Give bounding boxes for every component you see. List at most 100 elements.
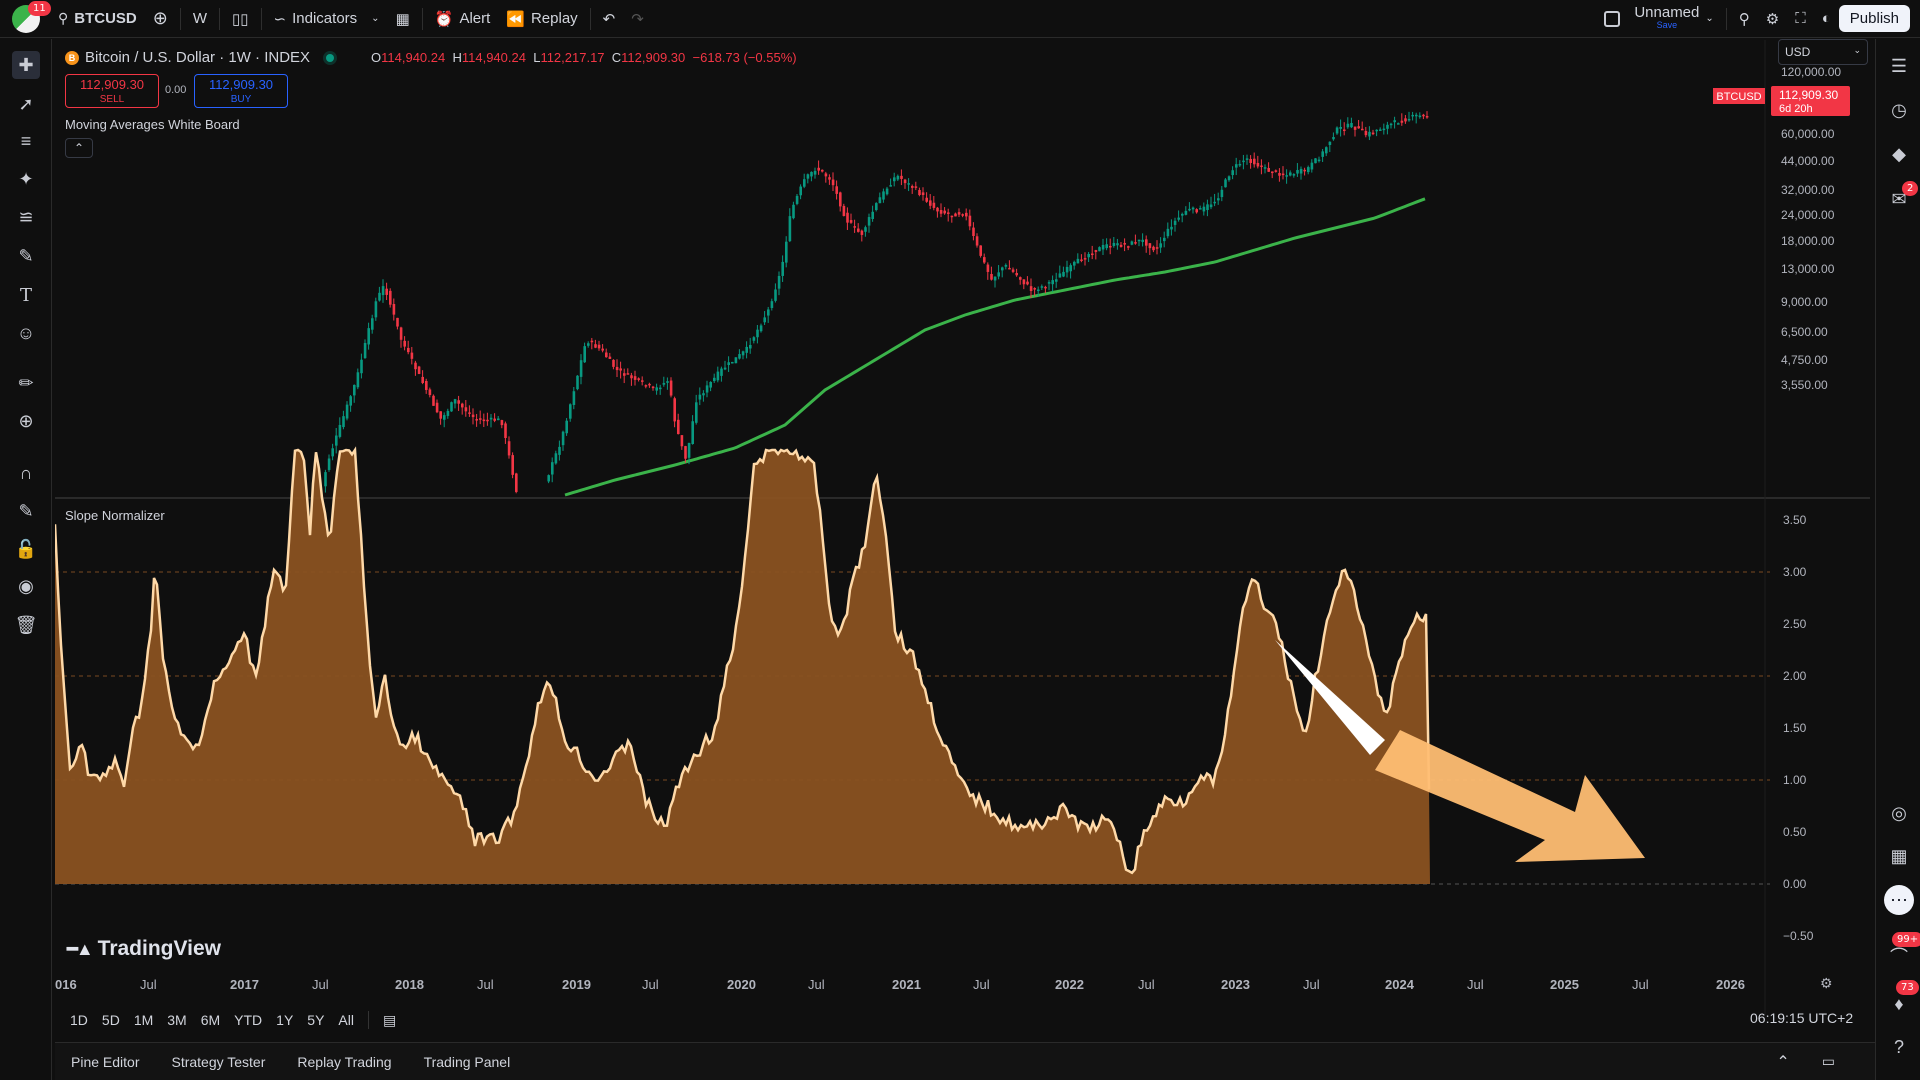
replay-button[interactable]: ⏪ Replay [498,0,585,38]
tf-5d[interactable]: 5D [101,1012,120,1028]
tf-1d[interactable]: 1D [70,1012,88,1028]
candle-body [1123,243,1126,245]
candle-body [792,204,795,219]
series-legend[interactable]: B Bitcoin / U.S. Dollar · 1W · INDEX [65,49,335,66]
tab-strategy-tester[interactable]: Strategy Tester [171,1053,266,1070]
tf-all[interactable]: All [338,1012,354,1028]
bell-icon[interactable]: ♦ 73 [1884,980,1919,1019]
layout-menu[interactable]: Unnamed Save ⌄ [1596,0,1721,38]
low-label: L [533,50,541,65]
alert-button[interactable]: ⏰ Alert [427,0,499,38]
trendline-icon[interactable]: ➚ [18,93,34,114]
indicator-legend[interactable]: Moving Averages White Board [65,117,240,132]
candle-body [972,227,975,237]
snapshot-button[interactable]: ◐ [1814,0,1839,38]
currency-label: USD [1785,45,1811,59]
candle-body [1263,167,1267,169]
crosshair-icon[interactable]: ✚ [12,51,40,79]
clock-display[interactable]: 06:19:15 UTC+2 [1750,1010,1854,1026]
candle-body [327,458,331,470]
magnet-icon[interactable]: ∩ [19,462,33,483]
tf-1y[interactable]: 1Y [276,1012,294,1028]
symbol-label: BTCUSD [74,10,137,27]
settings-button[interactable]: ⚙ [1758,0,1787,38]
layers-icon[interactable]: ◆ [1892,143,1906,164]
candle-body [1368,131,1371,137]
candle-body [990,273,993,280]
candle-body [1260,165,1263,168]
chart-area[interactable]: 120,000.0090,000.0060,000.0044,000.0032,… [55,39,1870,1040]
currency-select[interactable]: USD ⌄ [1778,39,1868,65]
alerts-clock-icon[interactable]: ◷ [1891,99,1907,120]
trash-icon[interactable]: 🗑 [14,614,38,635]
maximize-panel-icon[interactable]: ▭ [1821,1053,1835,1069]
compare-button[interactable]: ⊕ [145,0,176,38]
text-icon[interactable]: T [19,284,32,306]
tab-trading-panel[interactable]: Trading Panel [423,1053,511,1070]
candle-body [799,186,802,196]
symbol-search[interactable]: ⚲ BTCUSD [50,0,145,38]
help-icon[interactable]: ? [1893,1036,1904,1057]
fullscreen-button[interactable]: ⛶ [1787,0,1814,38]
buy-button[interactable]: 112,909.30 BUY [194,74,288,108]
emoji-icon[interactable]: ☺ [16,322,36,343]
fib-icon[interactable]: ≡ [20,130,32,151]
candle-body [1062,271,1065,277]
chevron-up-icon: ⌃ [73,141,85,155]
apps-grid-icon[interactable]: ⋯ [1884,885,1914,915]
candle-body [1307,167,1310,173]
chat-badge: 2 [1902,181,1919,196]
candle-body [353,384,356,396]
tab-replay-trading[interactable]: Replay Trading [297,1053,392,1070]
goto-date-icon[interactable]: ▤ [382,1011,397,1028]
chat-icon[interactable]: ✉ 2 [1884,181,1919,214]
candle-body [1083,258,1087,260]
search-icon: ⚲ [58,10,69,26]
tradingview-logo-text: TradingView [97,937,221,960]
publish-button[interactable]: Publish [1838,5,1910,32]
sell-button[interactable]: 112,909.30 SELL [65,74,159,108]
brush-icon[interactable]: ✎ [18,245,34,266]
pattern-icon[interactable]: ✦ [18,168,34,189]
chart-type-button[interactable]: ▯▯ [224,0,257,38]
zoom-in-icon[interactable]: ⊕ [18,410,34,431]
candle-body [1170,226,1173,230]
undo-button[interactable]: ↶ [595,0,624,38]
candle-body [1127,246,1130,248]
tf-6m[interactable]: 6M [200,1012,221,1028]
oscillator-legend[interactable]: Slope Normalizer [65,508,165,523]
indicators-button[interactable]: ∽ Indicators ⌄ [266,0,388,38]
osc-axis-label: 2.50 [1783,617,1807,631]
candle-body [828,177,831,180]
eye-icon[interactable]: ◉ [18,575,34,596]
candle-body [763,317,766,323]
user-avatar[interactable]: 11 [12,0,51,33]
lock-drawing-icon[interactable]: ✎ [18,500,34,521]
candle-body [979,245,982,256]
tf-1m[interactable]: 1M [133,1012,154,1028]
tf-3m[interactable]: 3M [167,1012,187,1028]
tab-pine-editor[interactable]: Pine Editor [71,1053,140,1070]
watchlist-icon[interactable]: ☰ [1890,55,1908,76]
tf-ytd[interactable]: YTD [234,1012,263,1028]
calendar-icon[interactable]: ▦ [1890,845,1908,866]
interval-button[interactable]: W [185,0,215,38]
lock-icon[interactable]: 🔓 [14,538,38,559]
quick-search-button[interactable]: ⚲ [1731,0,1758,38]
price-axis-label: 24,000.00 [1781,208,1835,222]
tf-5y[interactable]: 5Y [307,1012,325,1028]
signal-icon[interactable]: ⌒ 99+ [1884,932,1920,971]
expand-panel-icon[interactable]: ⌃ [1776,1053,1790,1071]
redo-button[interactable]: ↷ [623,0,652,38]
candle-body [630,375,633,379]
candle-body [745,346,748,353]
chart-canvas[interactable]: 120,000.0090,000.0060,000.0044,000.0032,… [55,40,1870,1040]
ruler-icon[interactable]: ✏ [18,372,34,393]
target-icon[interactable]: ◎ [1891,802,1907,823]
open-value: 114,940.24 [381,50,446,65]
candle-body [1055,279,1058,282]
collapse-legend-button[interactable]: ⌃ [65,138,93,158]
templates-button[interactable]: ▦ [388,0,418,38]
candle-body [1386,124,1389,129]
forecast-icon[interactable]: ≌ [18,206,34,227]
